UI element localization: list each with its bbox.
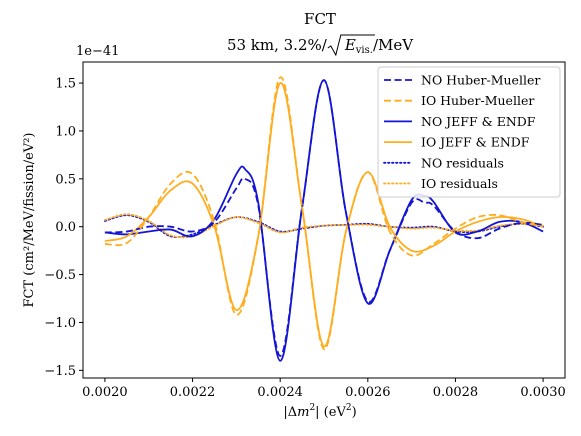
xlabel-sup2: 2 bbox=[346, 403, 352, 413]
chart-subtitle: 53 km, 3.2%/ Evis./MeV bbox=[227, 36, 414, 56]
series-line-io-jeff-endf bbox=[104, 82, 544, 348]
y-tick-label: 1.0 bbox=[55, 124, 76, 139]
legend-label-no-huber-mueller: NO Huber-Mueller bbox=[421, 73, 540, 88]
legend-label-io-huber-mueller: IO Huber-Mueller bbox=[421, 93, 534, 108]
subtitle-radicand: E bbox=[344, 36, 356, 54]
legend-label-no-residuals: NO residuals bbox=[421, 155, 504, 170]
y-tick-label: 0.5 bbox=[55, 172, 76, 187]
xlabel-end: ) bbox=[352, 405, 357, 420]
chart-title: FCT bbox=[304, 10, 336, 28]
x-tick-label: 0.0028 bbox=[433, 385, 479, 400]
series-line-io-residuals bbox=[104, 213, 544, 239]
y-tick-label: −1.5 bbox=[44, 364, 76, 379]
x-axis: 0.0020 0.0022 0.0024 0.0026 0.0028 0.0030 bbox=[82, 378, 566, 400]
series-lines bbox=[104, 76, 544, 362]
subtitle-suffix: /MeV bbox=[373, 36, 414, 54]
y-tick-label: −0.5 bbox=[44, 268, 76, 283]
series-line-no-huber-mueller bbox=[104, 79, 544, 357]
xlabel-suffix: | (eV bbox=[315, 405, 346, 420]
plot-frame bbox=[82, 61, 566, 379]
sqrt-sign-icon bbox=[327, 34, 375, 57]
xlabel-sup: 2 bbox=[309, 403, 315, 413]
x-tick-label: 0.0024 bbox=[257, 385, 303, 400]
y-axis: −1.5 −1.0 −0.5 0.0 0.5 1.0 1.5 bbox=[44, 77, 83, 379]
y-tick-label: 1.5 bbox=[55, 77, 76, 92]
series-line-io-huber-mueller bbox=[104, 76, 544, 351]
x-tick-label: 0.0020 bbox=[82, 385, 128, 400]
xlabel-var: m bbox=[297, 405, 309, 420]
legend: NO Huber-Mueller IO Huber-Mueller NO JEFF … bbox=[377, 66, 561, 198]
chart-title-group: FCT 53 km, 3.2%/ Evis./MeV bbox=[227, 10, 414, 57]
y-tick-label: −1.0 bbox=[44, 316, 76, 331]
x-axis-label: |Δm2| (eV2) bbox=[283, 403, 356, 420]
legend-label-io-jeff-endf: IO JEFF & ENDF bbox=[421, 135, 530, 150]
x-tick-label: 0.0026 bbox=[345, 385, 391, 400]
subtitle-subscript: vis. bbox=[355, 45, 373, 56]
y-axis-label: FCT (cm²/MeV/fission/eV²) bbox=[22, 133, 37, 308]
legend-box bbox=[377, 66, 561, 198]
y-tick-label: 0.0 bbox=[55, 220, 76, 235]
legend-label-no-jeff-endf: NO JEFF & ENDF bbox=[421, 114, 536, 129]
subtitle-prefix: 53 km, 3.2%/ bbox=[227, 36, 328, 54]
x-tick-label: 0.0030 bbox=[520, 385, 566, 400]
legend-label-io-residuals: IO residuals bbox=[421, 176, 498, 191]
y-offset-label: 1e−41 bbox=[76, 44, 119, 59]
xlabel-prefix: |Δ bbox=[283, 405, 297, 420]
x-tick-label: 0.0022 bbox=[170, 385, 216, 400]
plot-area bbox=[82, 61, 566, 379]
